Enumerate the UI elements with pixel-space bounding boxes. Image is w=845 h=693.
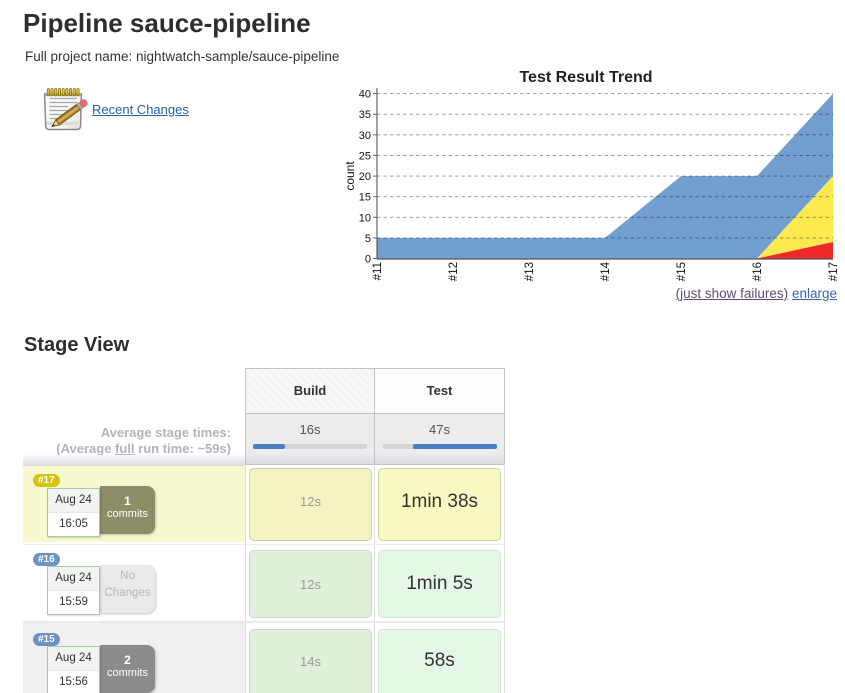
svg-text:#13: #13 xyxy=(524,262,536,281)
svg-text:25: 25 xyxy=(359,150,371,162)
svg-text:35: 35 xyxy=(359,109,371,121)
svg-text:Test Result Trend: Test Result Trend xyxy=(519,69,652,86)
svg-text:#12: #12 xyxy=(448,262,460,281)
svg-text:#17: #17 xyxy=(828,262,840,281)
svg-text:5: 5 xyxy=(365,233,371,245)
svg-text:#11: #11 xyxy=(372,262,384,280)
svg-text:count: count xyxy=(343,161,357,191)
svg-text:#16: #16 xyxy=(752,262,764,281)
svg-text:40: 40 xyxy=(359,89,371,101)
svg-text:10: 10 xyxy=(359,212,371,224)
svg-text:#15: #15 xyxy=(676,262,688,281)
svg-text:#14: #14 xyxy=(600,261,612,281)
svg-text:30: 30 xyxy=(359,130,371,142)
svg-text:20: 20 xyxy=(359,171,371,183)
svg-text:15: 15 xyxy=(359,192,371,204)
svg-text:0: 0 xyxy=(365,254,371,266)
